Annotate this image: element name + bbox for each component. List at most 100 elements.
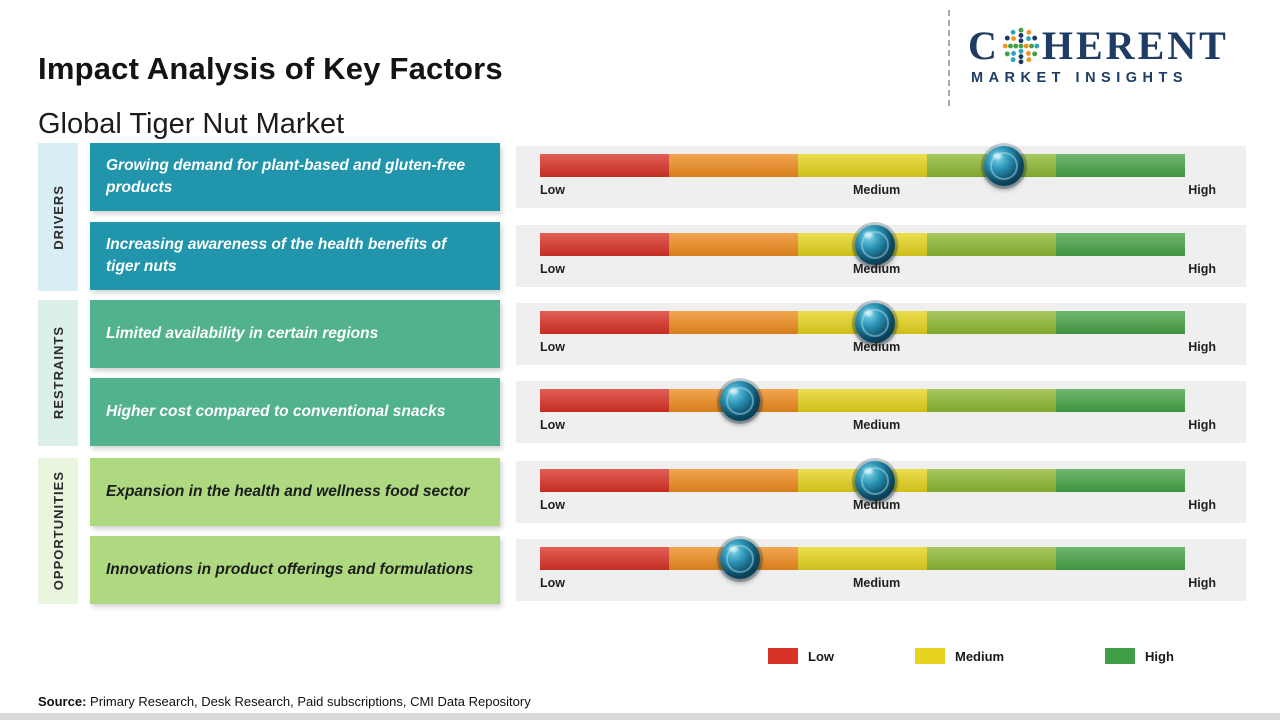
tick-high: High	[1188, 498, 1216, 512]
tick-medium: Medium	[852, 340, 901, 354]
tick-low: Low	[540, 576, 565, 590]
impact-marker	[719, 538, 760, 579]
tick-medium: Medium	[852, 183, 901, 197]
bar-segment-high	[1056, 233, 1185, 256]
logo-brand: C HERENT	[968, 26, 1264, 66]
tick-low: Low	[540, 418, 565, 432]
page-title: Impact Analysis of Key Factors	[38, 50, 503, 86]
tick-low: Low	[540, 340, 565, 354]
impact-scale-panel: Low Medium High	[516, 302, 1246, 365]
legend-swatch-medium	[915, 648, 945, 664]
bar-segment-low	[540, 233, 669, 256]
scale-ticks: Low Medium High	[540, 340, 1216, 354]
tick-low: Low	[540, 183, 565, 197]
tick-low: Low	[540, 498, 565, 512]
bar-segment-low-medium	[669, 469, 798, 492]
tick-medium: Medium	[852, 262, 901, 276]
bar-segment-medium-high	[927, 233, 1056, 256]
bar-segment-medium	[798, 154, 927, 177]
impact-gradient-bar	[540, 145, 1185, 186]
bar-segment-low-medium	[669, 233, 798, 256]
legend-item-low: Low	[768, 648, 834, 664]
bar-segment-high	[1056, 154, 1185, 177]
bar-segment-medium-high	[927, 389, 1056, 412]
factor-row: Higher cost compared to conventional sna…	[0, 378, 1280, 446]
bar-segment-medium	[798, 547, 927, 570]
bar-segment-medium-high	[927, 311, 1056, 334]
bottom-border-strip	[0, 713, 1280, 720]
logo-divider	[948, 10, 950, 106]
impact-scale-panel: Low Medium High	[516, 538, 1246, 601]
factor-row: Limited availability in certain regions …	[0, 300, 1280, 368]
factor-box: Limited availability in certain regions	[90, 300, 500, 368]
logo-dotted-o-icon	[1002, 27, 1040, 65]
logo-brand-suffix: HERENT	[1041, 23, 1229, 68]
factor-text: Higher cost compared to conventional sna…	[106, 402, 446, 420]
scale-ticks: Low Medium High	[540, 418, 1216, 432]
impact-gradient-bar	[540, 460, 1185, 501]
factor-box: Increasing awareness of the health benef…	[90, 222, 500, 290]
factor-text: Increasing awareness of the health benef…	[106, 235, 447, 275]
bar-segment-medium-high	[927, 469, 1056, 492]
tick-high: High	[1188, 418, 1216, 432]
bar-segment-medium-high	[927, 547, 1056, 570]
bar-segment-medium	[798, 389, 927, 412]
impact-marker	[855, 460, 896, 501]
impact-marker	[984, 145, 1025, 186]
legend-label-low: Low	[808, 648, 834, 664]
legend-item-high: High	[1105, 648, 1174, 664]
company-logo: C HERENT MARKET INSIGHTS	[968, 26, 1264, 87]
tick-high: High	[1188, 262, 1216, 276]
factor-box: Growing demand for plant-based and glute…	[90, 143, 500, 211]
bar-segment-high	[1056, 469, 1185, 492]
logo-tagline: MARKET INSIGHTS	[971, 70, 1189, 86]
bar-segment-low	[540, 154, 669, 177]
bar-segment-low	[540, 547, 669, 570]
tick-high: High	[1188, 183, 1216, 197]
legend-label-high: High	[1145, 648, 1174, 664]
tick-low: Low	[540, 262, 565, 276]
impact-gradient-bar	[540, 224, 1185, 265]
factor-row: Expansion in the health and wellness foo…	[0, 458, 1280, 526]
bar-segment-low	[540, 389, 669, 412]
scale-ticks: Low Medium High	[540, 498, 1216, 512]
factor-text: Growing demand for plant-based and glute…	[106, 156, 466, 196]
bar-segment-low-medium	[669, 154, 798, 177]
impact-marker	[719, 380, 760, 421]
scale-ticks: Low Medium High	[540, 183, 1216, 197]
factor-text: Innovations in product offerings and for…	[106, 560, 474, 578]
scale-ticks: Low Medium High	[540, 576, 1216, 590]
source-line: Source: Primary Research, Desk Research,…	[38, 694, 531, 709]
source-text: Primary Research, Desk Research, Paid su…	[86, 694, 531, 709]
bar-segment-low	[540, 311, 669, 334]
factor-row: Growing demand for plant-based and glute…	[0, 143, 1280, 211]
legend-item-medium: Medium	[915, 648, 1004, 664]
impact-marker	[855, 224, 896, 265]
factor-text: Limited availability in certain regions	[106, 324, 379, 342]
factor-text: Expansion in the health and wellness foo…	[106, 482, 470, 500]
impact-scale-panel: Low Medium High	[516, 224, 1246, 287]
tick-medium: Medium	[852, 576, 901, 590]
impact-marker	[855, 302, 896, 343]
source-label: Source:	[38, 694, 87, 709]
legend-swatch-high	[1105, 648, 1135, 664]
page-subtitle: Global Tiger Nut Market	[38, 108, 345, 141]
scale-ticks: Low Medium High	[540, 262, 1216, 276]
factor-row: Innovations in product offerings and for…	[0, 536, 1280, 604]
impact-scale-panel: Low Medium High	[516, 460, 1246, 523]
sidebar-category-restraints: RESTRAINTS	[38, 300, 78, 446]
impact-gradient-bar	[540, 380, 1185, 421]
impact-scale-panel: Low Medium High	[516, 145, 1246, 208]
impact-scale-panel: Low Medium High	[516, 380, 1246, 443]
bar-segment-high	[1056, 311, 1185, 334]
tick-medium: Medium	[852, 498, 901, 512]
tick-high: High	[1188, 576, 1216, 590]
bar-segment-high	[1056, 547, 1185, 570]
tick-medium: Medium	[852, 418, 901, 432]
sidebar-category-opportunities: OPPORTUNITIES	[38, 458, 78, 604]
factor-box: Innovations in product offerings and for…	[90, 536, 500, 604]
factor-box: Higher cost compared to conventional sna…	[90, 378, 500, 446]
sidebar-category-drivers: DRIVERS	[38, 143, 78, 291]
factor-row: Increasing awareness of the health benef…	[0, 222, 1280, 290]
bar-segment-low	[540, 469, 669, 492]
